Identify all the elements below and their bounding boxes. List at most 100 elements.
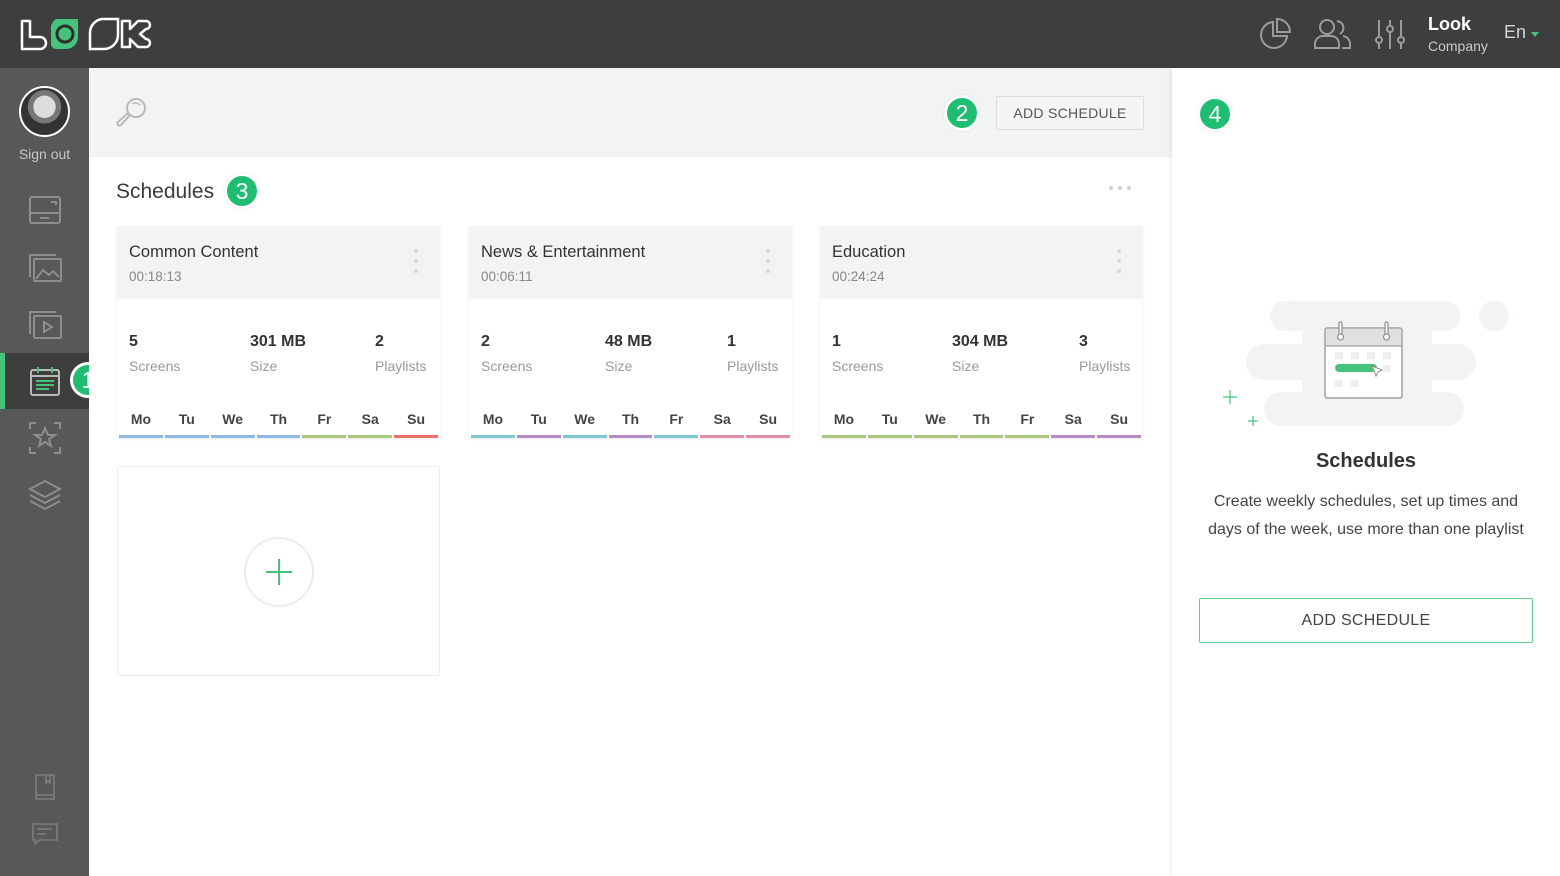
schedule-duration: 00:24:24 [832, 269, 885, 284]
day-su: Su [746, 411, 791, 438]
size-value: 301 MB [250, 333, 307, 350]
day-sa: Sa [700, 411, 745, 438]
day-fr: Fr [654, 411, 699, 438]
user-menu[interactable]: Look Company [1428, 12, 1488, 54]
sidebar-item-media[interactable] [0, 239, 89, 295]
day-tu: Tu [164, 411, 209, 438]
screens-count: 2 [481, 333, 490, 350]
user-name: Look [1428, 14, 1471, 34]
page-title: Schedules [116, 180, 215, 203]
day-fr: Fr [302, 411, 347, 438]
plus-icon [266, 559, 292, 585]
day-we: We [913, 411, 958, 438]
day-th: Th [256, 411, 301, 438]
size-label: Size [952, 358, 980, 374]
schedule-title: Common Content [129, 243, 259, 261]
size-value: 304 MB [952, 333, 1009, 350]
playlist-play-icon [28, 311, 62, 339]
add-schedule-button[interactable]: ADD SCHEDULE [1199, 598, 1533, 643]
add-schedule-button-top[interactable]: ADD SCHEDULE [996, 96, 1144, 130]
star-frame-icon [28, 422, 61, 454]
schedule-duration: 00:18:13 [129, 269, 182, 284]
panel-description: Create weekly schedules, set up times an… [1208, 493, 1524, 538]
weekday-bar: Mo Tu We Th Fr Sa Su [469, 411, 792, 438]
day-sa: Sa [1051, 411, 1096, 438]
info-panel: 4 Schedules Create weekly schedules, se [1172, 68, 1560, 876]
day-we: We [562, 411, 607, 438]
search-icon[interactable] [115, 96, 149, 130]
callout-badge-4: 4 [1197, 96, 1233, 132]
sidebar-item-screens[interactable] [0, 182, 89, 238]
calendar-icon [29, 367, 60, 396]
card-stats: 2 Screens 48 MB Size 1 Playlists [469, 299, 792, 385]
sidebar-item-support[interactable] [0, 806, 89, 862]
size-value: 48 MB [605, 333, 653, 350]
card-stats: 5 Screens 301 MB Size 2 Playlists [117, 299, 440, 385]
day-su: Su [394, 411, 439, 438]
more-options-icon[interactable] [1109, 186, 1131, 190]
callout-badge-2: 2 [944, 95, 980, 131]
playlists-count: 2 [375, 333, 384, 350]
sidebar: Sign out [0, 68, 89, 876]
screens-label: Screens [832, 358, 884, 374]
avatar[interactable] [19, 86, 70, 137]
schedule-card[interactable]: Education 00:24:24 1 Screens 304 MB Size 3… [820, 226, 1143, 438]
day-we: We [210, 411, 255, 438]
card-header: Common Content 00:18:13 [117, 226, 440, 299]
schedule-illustration [1223, 301, 1509, 426]
look-logo[interactable] [18, 17, 158, 51]
language-label: En [1504, 22, 1527, 42]
panel-title: Schedules [1315, 450, 1417, 472]
card-menu-icon[interactable] [414, 249, 418, 273]
users-icon[interactable] [1313, 16, 1353, 52]
day-tu: Tu [516, 411, 561, 438]
day-tu: Tu [867, 411, 912, 438]
analytics-pie-icon[interactable] [1257, 16, 1293, 52]
gallery-icon [28, 254, 62, 282]
card-stats: 1 Screens 304 MB Size 3 Playlists [820, 299, 1143, 385]
day-mo: Mo [119, 411, 163, 438]
schedule-duration: 00:06:11 [481, 269, 533, 284]
size-label: Size [250, 358, 278, 374]
chat-icon [31, 823, 58, 846]
add-schedule-card[interactable] [117, 466, 440, 676]
main-content: 2 ADD SCHEDULE Schedules 3 Common Conten… [89, 68, 1172, 876]
day-mo: Mo [471, 411, 515, 438]
callout-badge-3: 3 [224, 173, 260, 209]
chevron-down-icon [1531, 31, 1540, 37]
settings-sliders-icon[interactable] [1372, 16, 1408, 52]
sidebar-item-playlists[interactable] [0, 296, 89, 352]
card-menu-icon[interactable] [766, 249, 770, 273]
day-fr: Fr [1005, 411, 1050, 438]
top-bar: Look Company En [0, 0, 1560, 68]
sign-out-link[interactable]: Sign out [18, 146, 71, 162]
screen-icon [28, 196, 61, 224]
user-company: Company [1428, 38, 1488, 54]
sidebar-item-layers[interactable] [0, 467, 89, 523]
language-selector[interactable]: En [1504, 22, 1540, 43]
screens-count: 5 [129, 333, 138, 350]
book-icon [34, 774, 55, 800]
card-header: Education 00:24:24 [820, 226, 1143, 299]
weekday-bar: Mo Tu We Th Fr Sa Su [117, 411, 440, 438]
weekday-bar: Mo Tu We Th Fr Sa Su [820, 411, 1143, 438]
playlists-label: Playlists [375, 358, 427, 374]
day-sa: Sa [348, 411, 393, 438]
card-menu-icon[interactable] [1117, 249, 1121, 273]
add-circle-button[interactable] [244, 537, 314, 607]
schedule-title: News & Entertainment [481, 243, 646, 261]
playlists-count: 3 [1079, 333, 1088, 350]
screens-count: 1 [832, 333, 841, 350]
screens-label: Screens [129, 358, 181, 374]
screens-label: Screens [481, 358, 533, 374]
schedule-card[interactable]: News & Entertainment 00:06:11 2 Screens 4… [469, 226, 792, 438]
day-th: Th [959, 411, 1004, 438]
layers-icon [27, 479, 62, 511]
playlists-label: Playlists [727, 358, 779, 374]
playlists-label: Playlists [1079, 358, 1131, 374]
sidebar-item-featured[interactable] [0, 410, 89, 466]
sidebar-item-docs[interactable] [0, 760, 89, 816]
size-label: Size [605, 358, 633, 374]
day-mo: Mo [822, 411, 866, 438]
schedule-card[interactable]: Common Content 00:18:13 5 Screens 301 MB S… [117, 226, 440, 438]
